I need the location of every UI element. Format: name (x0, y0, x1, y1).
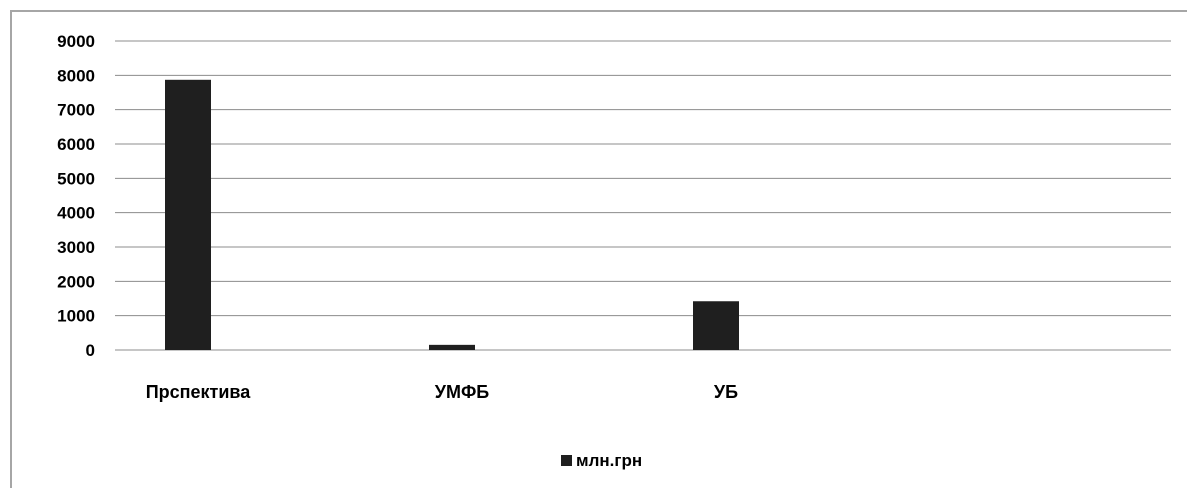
x-tick-label: УБ (714, 382, 738, 402)
bar (429, 344, 475, 350)
y-tick-label: 7000 (57, 101, 95, 120)
y-tick-label: 5000 (57, 169, 95, 188)
bar (693, 301, 739, 350)
y-tick-label: 9000 (57, 32, 95, 51)
gridlines (115, 40, 1171, 351)
x-axis-tick-labels: Прспектива УМФБ УБ (146, 382, 738, 402)
y-tick-label: 4000 (57, 204, 95, 223)
x-tick-label: УМФБ (435, 382, 490, 402)
y-tick-label: 1000 (57, 307, 95, 326)
y-tick-label: 2000 (57, 272, 95, 291)
bar (165, 79, 211, 351)
bars (165, 79, 739, 351)
chart-frame (10, 10, 1187, 488)
y-tick-label: 8000 (57, 66, 95, 85)
y-tick-label: 3000 (57, 238, 95, 257)
y-axis-tick-labels: 0 1000 2000 3000 4000 5000 6000 7000 8000 9000 (57, 32, 95, 360)
y-tick-label: 6000 (57, 135, 95, 154)
legend-label: млн.грн (576, 451, 642, 470)
y-tick-label: 0 (86, 341, 95, 360)
x-tick-label: Прспектива (146, 382, 252, 402)
legend: млн.грн (561, 451, 642, 470)
legend-swatch (561, 455, 572, 466)
